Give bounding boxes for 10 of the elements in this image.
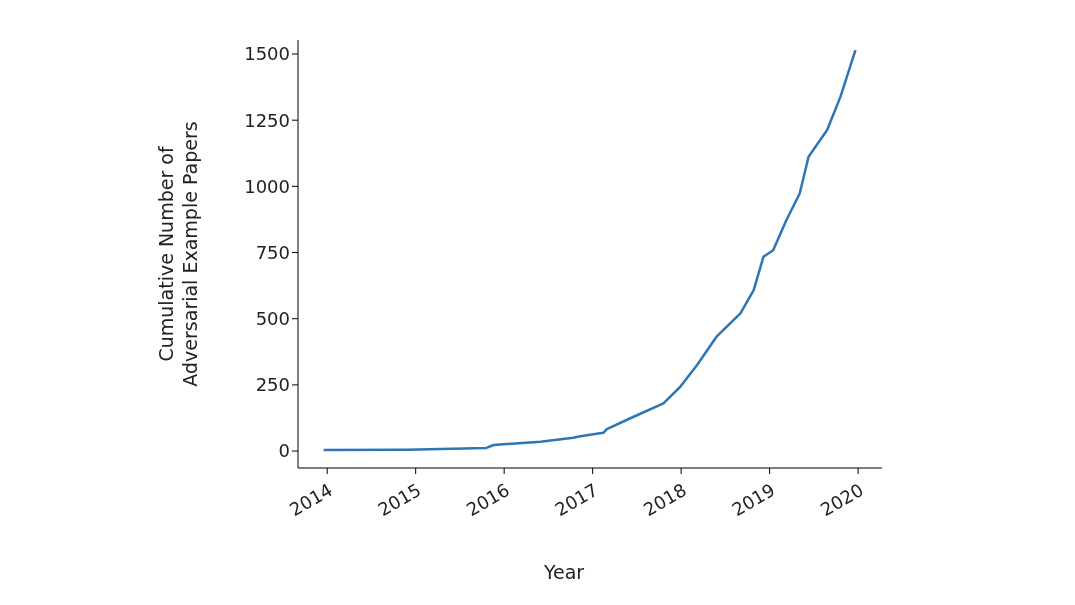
y-tick-label: 500 bbox=[255, 308, 290, 330]
y-tick-label: 1000 bbox=[244, 175, 290, 197]
y-axis-title: Cumulative Number of Adversarial Example Papers bbox=[154, 120, 202, 389]
y-tick-label: 750 bbox=[255, 241, 290, 263]
y-tick-label: 1500 bbox=[244, 43, 290, 65]
line-series bbox=[322, 48, 857, 452]
x-axis-title: Year bbox=[543, 561, 585, 583]
y-tick-label: 250 bbox=[255, 374, 290, 396]
y-tick-label: 1250 bbox=[244, 109, 290, 131]
y-tick-label: 0 bbox=[278, 440, 290, 462]
